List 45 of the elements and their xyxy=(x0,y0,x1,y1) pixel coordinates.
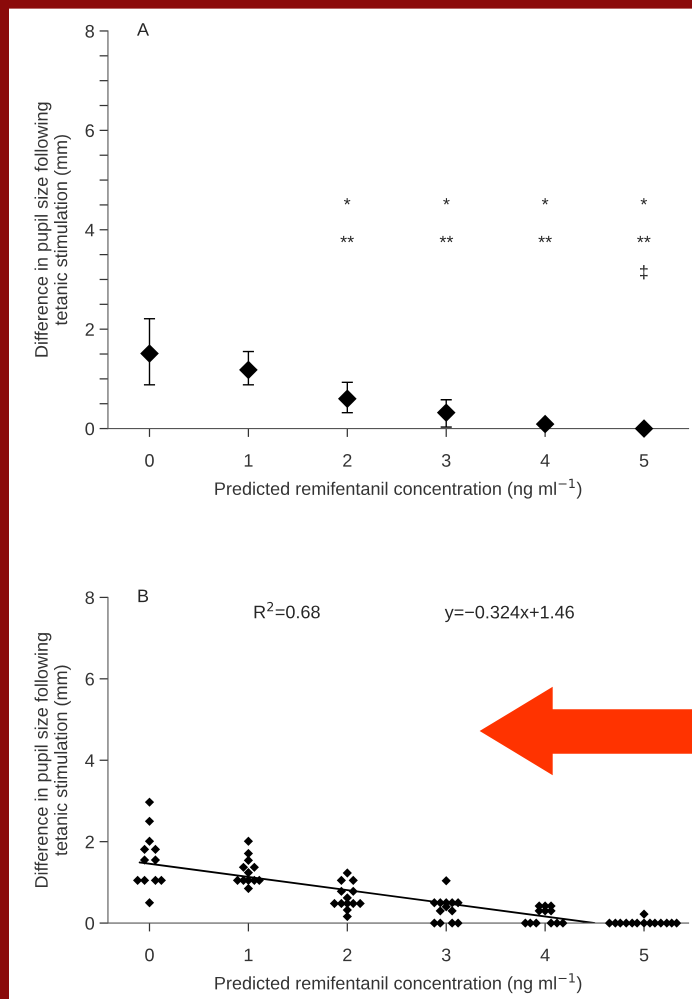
y-tick-label: 2 xyxy=(86,836,94,848)
x-axis-title: Predicted remifentanil concentration (ng ml$^{−1}$) xyxy=(215,478,582,499)
annotation: * xyxy=(443,198,450,204)
y-tick-label: 6 xyxy=(86,124,94,138)
x-axis-title: Predicted remifentanil concentration (ng ml$^{−1}$) xyxy=(215,973,582,994)
x-tick-label: 4 xyxy=(540,454,550,467)
x-tick-label: 5 xyxy=(640,454,648,467)
point xyxy=(140,344,159,363)
point xyxy=(536,414,554,434)
x-tick-label: 4 xyxy=(540,948,550,962)
annotation: ** xyxy=(340,236,354,242)
annotation: R$^{2}$=0.68 xyxy=(254,602,320,618)
chart-title: B xyxy=(138,590,148,602)
point xyxy=(239,360,258,380)
annotation: * xyxy=(640,198,648,204)
y-axis-title: Difference in pupil size following tetanic stimulation (mm) xyxy=(34,633,71,888)
y-tick-label: 2 xyxy=(86,323,94,336)
chart-title: A xyxy=(137,23,149,36)
y-tick-label: 4 xyxy=(85,754,94,767)
x-tick-label: 0 xyxy=(145,454,154,467)
x-tick-label: 3 xyxy=(442,454,450,467)
point xyxy=(634,419,654,438)
annotation: ** xyxy=(538,236,552,242)
y-tick-label: 8 xyxy=(86,24,94,38)
y-tick-label: 0 xyxy=(85,917,94,930)
x-tick-label: 1 xyxy=(244,948,253,962)
x-tick-label: 2 xyxy=(343,454,352,467)
annotation: * xyxy=(542,198,548,204)
x-tick-label: 1 xyxy=(244,454,253,467)
x-tick-label: 0 xyxy=(145,948,154,962)
annotation: ‡ xyxy=(640,265,648,280)
point xyxy=(338,389,357,408)
y-tick-label: 0 xyxy=(85,422,94,436)
x-tick-label: 2 xyxy=(343,948,352,962)
x-tick-label: 5 xyxy=(640,948,648,962)
point xyxy=(436,403,456,422)
annotation: ** xyxy=(440,236,454,242)
y-axis-title: Difference in pupil size following tetanic stimulation (mm) xyxy=(34,102,71,357)
annotation: * xyxy=(344,198,350,204)
annotation: y=−0.324x+1.46 xyxy=(444,606,574,622)
y-tick-label: 8 xyxy=(86,591,94,604)
y-tick-label: 6 xyxy=(86,672,94,686)
x-tick-label: 3 xyxy=(442,948,450,962)
annotation: ** xyxy=(637,236,651,242)
y-tick-label: 4 xyxy=(85,224,94,236)
